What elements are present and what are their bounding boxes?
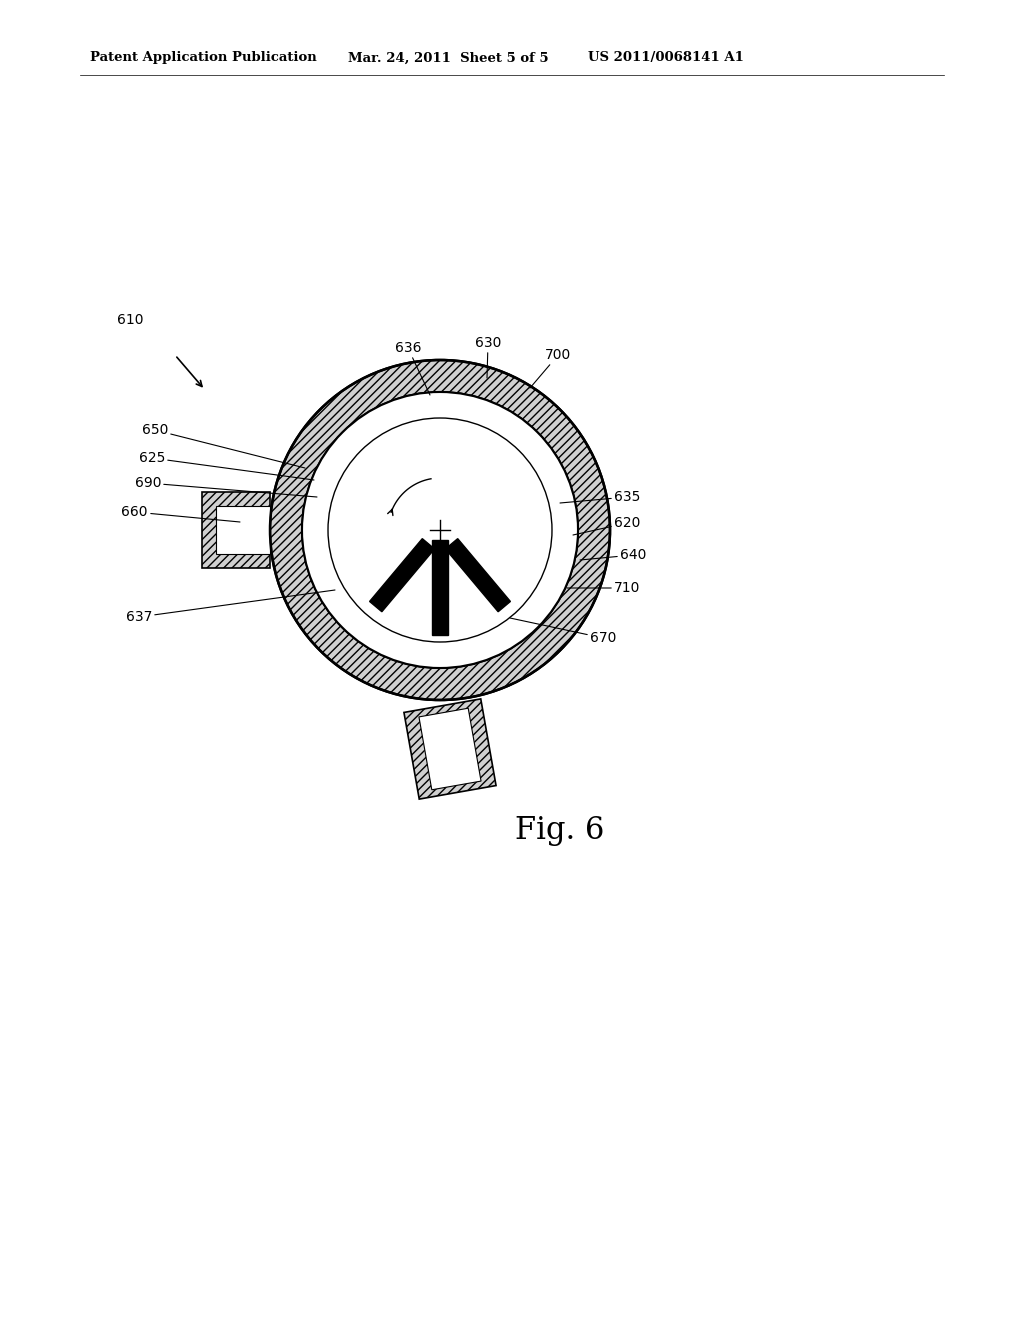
Text: US 2011/0068141 A1: US 2011/0068141 A1: [588, 51, 743, 65]
Text: 650: 650: [141, 422, 305, 469]
Text: 710: 710: [567, 581, 640, 595]
Bar: [202, 492, 270, 568]
Polygon shape: [432, 540, 449, 635]
Polygon shape: [403, 698, 496, 799]
Text: 640: 640: [580, 548, 646, 562]
Text: 635: 635: [560, 490, 640, 504]
Circle shape: [302, 392, 578, 668]
Text: 690: 690: [134, 477, 317, 498]
Bar: [216, 506, 270, 554]
Circle shape: [270, 360, 610, 700]
Polygon shape: [419, 709, 481, 789]
Text: Patent Application Publication: Patent Application Publication: [90, 51, 316, 65]
Text: Mar. 24, 2011  Sheet 5 of 5: Mar. 24, 2011 Sheet 5 of 5: [348, 51, 549, 65]
Text: 637: 637: [126, 590, 335, 624]
Text: 630: 630: [475, 337, 501, 378]
Text: 625: 625: [138, 451, 314, 480]
Polygon shape: [370, 539, 434, 611]
Circle shape: [328, 418, 552, 642]
Text: 660: 660: [122, 506, 240, 521]
Polygon shape: [445, 539, 510, 611]
Circle shape: [328, 418, 552, 642]
Circle shape: [302, 392, 578, 668]
Text: 670: 670: [510, 618, 616, 645]
Text: 636: 636: [394, 341, 430, 395]
Text: 610: 610: [117, 313, 143, 327]
Text: 700: 700: [530, 348, 571, 388]
Text: 620: 620: [573, 516, 640, 535]
Text: Fig. 6: Fig. 6: [515, 814, 605, 846]
